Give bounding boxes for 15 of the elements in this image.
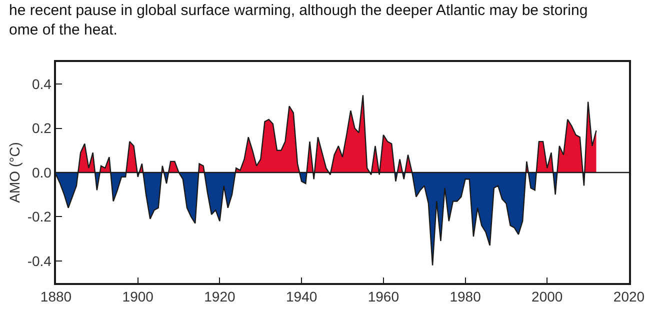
text: he recent pause in global surface warming, although the deeper Atlantic may be storing ome of the heat. bbox=[9, 2, 588, 38]
y-tick-label: 0.2 bbox=[32, 120, 52, 136]
x-tick-label: 1880 bbox=[40, 288, 72, 305]
y-axis-title: AMO (°C) bbox=[6, 142, 22, 203]
x-tick-label: 1920 bbox=[204, 288, 236, 305]
x-tick-label: 1940 bbox=[286, 288, 318, 305]
x-tick-label: 1980 bbox=[450, 288, 482, 305]
y-tick-label: -0.2 bbox=[27, 208, 52, 225]
y-tick-label: 0.0 bbox=[32, 164, 52, 180]
y-tick-label: -0.4 bbox=[27, 252, 52, 269]
x-tick-label: 1960 bbox=[368, 288, 400, 305]
x-tick-label: 2000 bbox=[532, 288, 563, 305]
y-tick-label: 0.4 bbox=[32, 76, 52, 92]
x-tick-label: 1900 bbox=[122, 288, 154, 305]
x-tick-label: 2020 bbox=[613, 288, 645, 305]
